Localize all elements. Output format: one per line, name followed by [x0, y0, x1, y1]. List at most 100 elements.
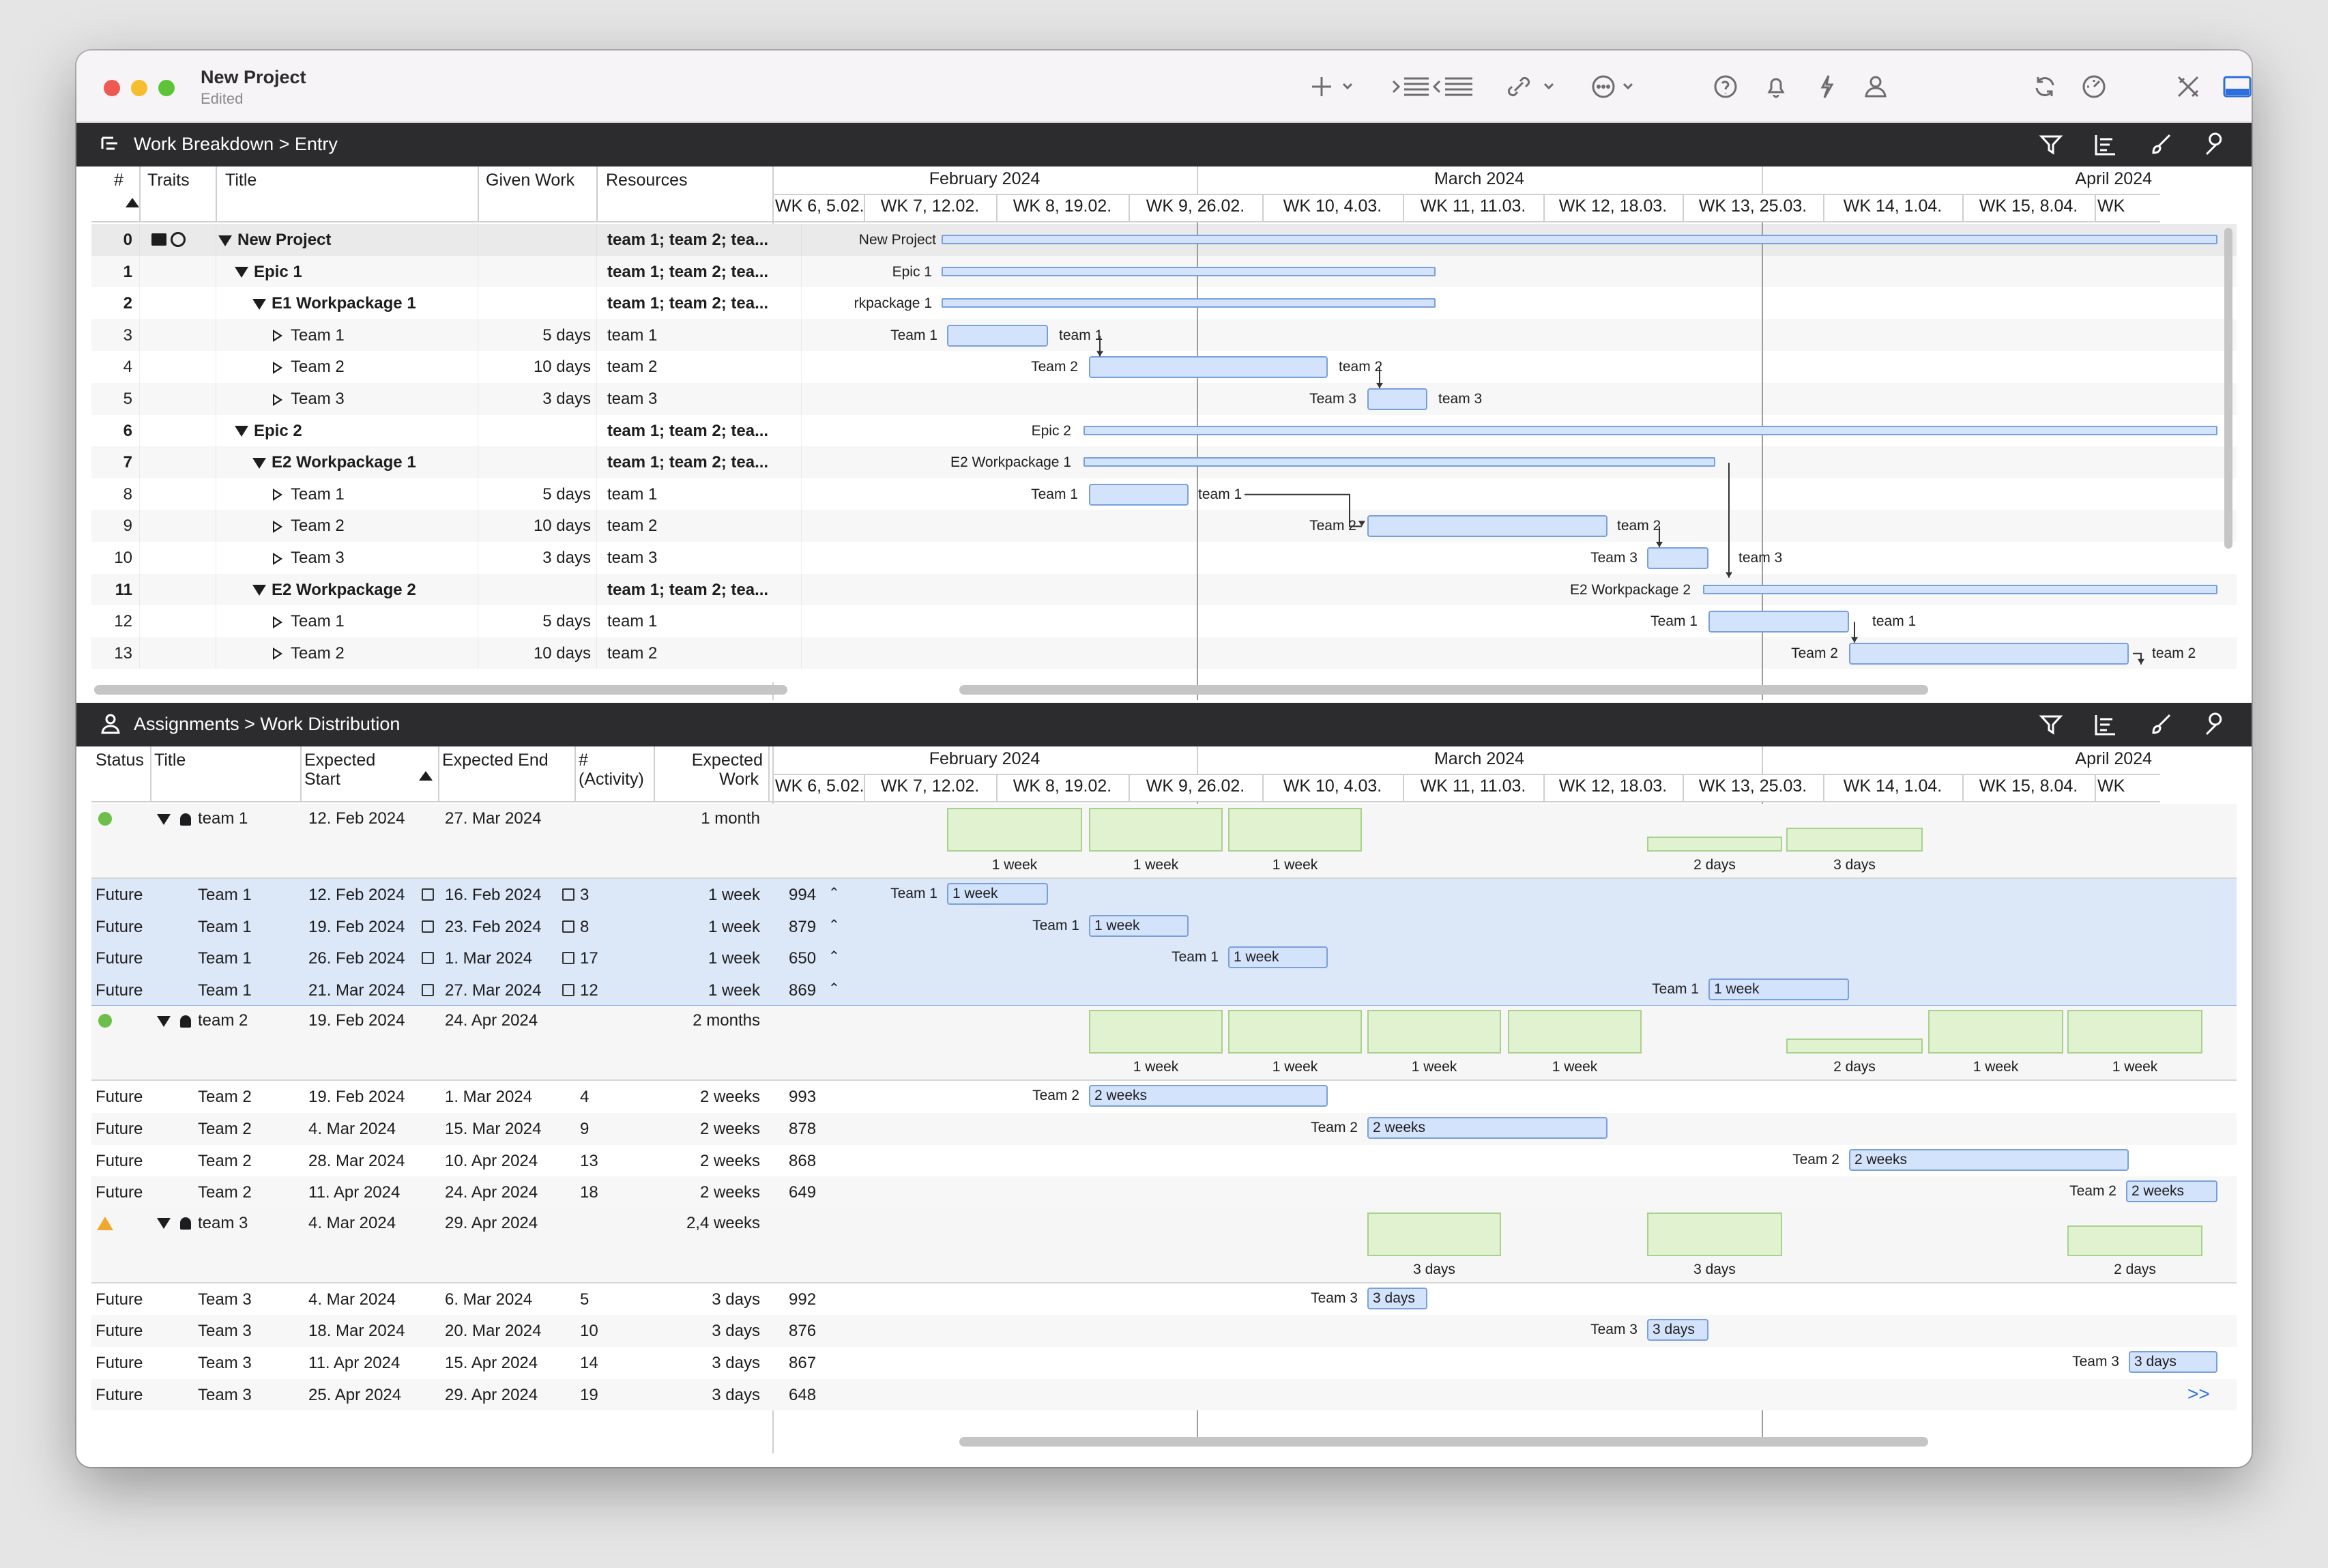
horizontal-scrollbar-left[interactable] — [94, 685, 787, 695]
resources-cell[interactable]: team 1 — [607, 325, 658, 345]
assignment-title-cell[interactable]: Team 1 — [198, 917, 252, 936]
priority-cell[interactable]: 868 — [789, 1151, 817, 1170]
expected-end-cell[interactable]: 1. Mar 2024 — [445, 949, 533, 968]
view-toggle-bottom-button[interactable] — [2219, 71, 2252, 102]
assignment-row[interactable] — [91, 1347, 2237, 1379]
assignment-title-cell[interactable]: Team 2 — [198, 1088, 252, 1107]
disclosure-triangle-expanded[interactable] — [218, 235, 232, 246]
title-cell[interactable]: Team 1 — [273, 612, 345, 631]
assignment-row[interactable] — [91, 1378, 2237, 1411]
disclosure-triangle-expanded[interactable] — [252, 457, 266, 469]
breadcrumb[interactable]: Work Breakdown > Entry — [134, 134, 338, 155]
calendar-icon[interactable] — [562, 888, 574, 901]
tools-button[interactable] — [2171, 71, 2205, 102]
resources-cell[interactable]: team 1; team 2; tea... — [607, 231, 769, 249]
filter-icon[interactable] — [2037, 711, 2065, 738]
column-header[interactable]: Expected — [691, 751, 763, 770]
disclosure-triangle-collapsed[interactable] — [273, 552, 282, 565]
priority-stepper[interactable]: ⌃ — [828, 949, 840, 965]
assignment-row[interactable] — [91, 974, 2237, 1006]
given-work-cell[interactable]: 3 days — [542, 549, 591, 567]
table-row[interactable] — [91, 510, 2237, 542]
column-header[interactable]: Given Work — [486, 171, 575, 190]
title-cell[interactable]: Team 3 — [273, 549, 345, 568]
workload-histogram-bar[interactable] — [1647, 837, 1782, 852]
given-work-cell[interactable]: 3 days — [542, 390, 591, 408]
given-work-cell[interactable]: 10 days — [533, 517, 591, 536]
assignment-row[interactable] — [91, 1283, 2237, 1316]
refresh-button[interactable] — [2028, 71, 2062, 102]
group-title-cell[interactable]: team 1 — [157, 809, 248, 828]
title-cell[interactable]: Team 1 — [273, 485, 345, 504]
resources-cell[interactable]: team 2 — [607, 643, 658, 663]
priority-stepper[interactable]: ⌃ — [828, 886, 840, 901]
group-title-cell[interactable]: team 3 — [157, 1214, 248, 1233]
priority-cell[interactable]: 992 — [789, 1290, 817, 1309]
task-bar[interactable] — [1647, 547, 1708, 569]
expected-end-cell[interactable]: 24. Apr 2024 — [445, 1183, 538, 1202]
disclosure-triangle-expanded[interactable] — [235, 426, 248, 437]
assignment-title-cell[interactable]: Team 2 — [198, 1151, 252, 1170]
title-cell[interactable]: Epic 2 — [235, 422, 302, 441]
assignment-bar[interactable]: 2 weeks — [1849, 1148, 2129, 1171]
summary-bar-epic-2[interactable] — [1083, 425, 2217, 435]
title-cell[interactable]: Team 2 — [273, 358, 345, 377]
add-button[interactable] — [1305, 71, 1359, 102]
expected-start-cell[interactable]: 4. Mar 2024 — [308, 1290, 396, 1309]
disclosure-triangle-expanded[interactable] — [157, 1218, 171, 1230]
minimize-window-button[interactable] — [131, 80, 147, 96]
title-cell[interactable]: New Project — [218, 231, 331, 250]
calendar-icon[interactable] — [562, 952, 574, 965]
expected-start-cell[interactable]: 19. Feb 2024 — [308, 1088, 405, 1107]
task-bar[interactable] — [1367, 388, 1427, 410]
assignment-title-cell[interactable]: Team 3 — [198, 1385, 252, 1404]
expected-end-cell[interactable]: 1. Mar 2024 — [445, 1088, 533, 1107]
assignment-title-cell[interactable]: Team 2 — [198, 1183, 252, 1202]
calendar-icon[interactable] — [422, 888, 434, 901]
calendar-icon[interactable] — [422, 920, 434, 933]
leveling-button[interactable] — [2077, 71, 2111, 102]
given-work-cell[interactable]: 10 days — [533, 643, 591, 663]
horizontal-scrollbar-gantt[interactable] — [959, 1437, 1928, 1447]
workload-histogram-bar[interactable] — [1089, 808, 1223, 852]
assignment-title-cell[interactable]: Team 2 — [198, 1120, 252, 1138]
task-bar[interactable] — [947, 324, 1048, 347]
column-header[interactable]: Status — [96, 751, 144, 770]
title-cell[interactable]: Epic 1 — [235, 263, 302, 282]
workload-histogram-bar[interactable] — [1786, 828, 1923, 852]
task-bar[interactable] — [1089, 356, 1328, 379]
expected-work-cell[interactable]: 2 weeks — [699, 1183, 760, 1202]
priority-stepper[interactable]: ⌃ — [828, 917, 840, 933]
assignment-row[interactable] — [91, 942, 2237, 974]
assignment-title-cell[interactable]: Team 3 — [198, 1290, 252, 1309]
assignment-bar[interactable]: 1 week — [1708, 978, 1849, 1000]
assignment-title-cell[interactable]: Team 1 — [198, 949, 252, 968]
disclosure-triangle-collapsed[interactable] — [273, 615, 282, 628]
disclosure-triangle-collapsed[interactable] — [273, 489, 282, 502]
title-cell[interactable]: Team 2 — [273, 644, 345, 663]
expected-start-cell[interactable]: 26. Feb 2024 — [308, 949, 405, 968]
task-bar[interactable] — [1708, 611, 1849, 633]
task-bar[interactable] — [1849, 642, 2129, 665]
priority-cell[interactable]: 993 — [789, 1088, 817, 1107]
expected-end-cell[interactable]: 15. Apr 2024 — [445, 1354, 538, 1372]
summary-bar-e1-workpackage[interactable] — [942, 298, 1436, 308]
assignment-bar[interactable]: 1 week — [947, 883, 1048, 905]
breadcrumb-leaf[interactable]: Entry — [294, 134, 338, 154]
assignment-title-cell[interactable]: Team 1 — [198, 886, 252, 904]
column-header[interactable]: # — [579, 751, 588, 770]
workload-histogram-bar[interactable] — [2067, 1010, 2202, 1054]
resources-cell[interactable]: team 2 — [607, 358, 658, 377]
resources-cell[interactable]: team 1; team 2; tea... — [607, 262, 769, 281]
assignment-row[interactable] — [91, 1176, 2237, 1208]
assignment-bar[interactable]: 1 week — [1089, 914, 1189, 937]
disclosure-triangle-collapsed[interactable] — [273, 393, 282, 406]
expected-end-cell[interactable]: 27. Mar 2024 — [445, 981, 542, 1000]
wrench-icon[interactable] — [2201, 711, 2228, 738]
given-work-cell[interactable]: 10 days — [533, 358, 591, 377]
title-cell[interactable]: Team 1 — [273, 326, 345, 345]
expected-work-cell[interactable]: 3 days — [712, 1322, 760, 1341]
group-title-cell[interactable]: team 2 — [157, 1011, 248, 1030]
breadcrumb-leaf[interactable]: Work Distribution — [260, 714, 401, 734]
style-brush-icon[interactable] — [2147, 131, 2174, 158]
